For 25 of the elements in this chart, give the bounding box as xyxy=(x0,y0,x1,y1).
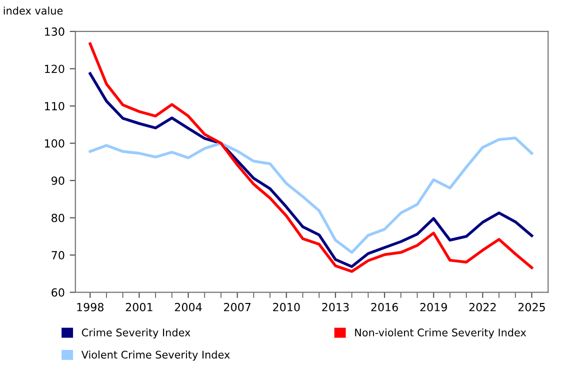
x-tick-label: 2010 xyxy=(273,302,300,312)
y-tick-label: 130 xyxy=(44,27,64,36)
x-tick-label: 2016 xyxy=(371,302,398,312)
x-tick-label: 2007 xyxy=(224,302,251,312)
x-tick-label: 1998 xyxy=(77,302,104,312)
y-axis-title: index value xyxy=(4,6,63,15)
y-tick-label: 90 xyxy=(52,176,64,185)
x-tick-label: 2019 xyxy=(420,302,447,312)
legend-label: Violent Crime Severity Index xyxy=(81,350,230,361)
x-tick-label: 2001 xyxy=(126,302,152,312)
x-tick-label: 2013 xyxy=(322,302,349,312)
y-tick-label: 60 xyxy=(52,288,64,297)
line-series xyxy=(88,72,534,268)
x-tick-label: 2025 xyxy=(518,302,545,312)
y-tick-label: 120 xyxy=(44,64,64,74)
legend-label: Non-violent Crime Severity Index xyxy=(355,328,526,338)
y-tick-label: 70 xyxy=(52,251,64,260)
line-series xyxy=(88,42,534,273)
line-series xyxy=(88,136,534,254)
legend-label: Crime Severity Index xyxy=(82,328,190,338)
x-tick-label: 2022 xyxy=(469,302,496,312)
y-tick-label: 80 xyxy=(52,214,64,222)
y-tick-label: 110 xyxy=(44,102,64,110)
x-tick-label: 2004 xyxy=(174,302,202,312)
y-tick-label: 100 xyxy=(44,139,64,148)
